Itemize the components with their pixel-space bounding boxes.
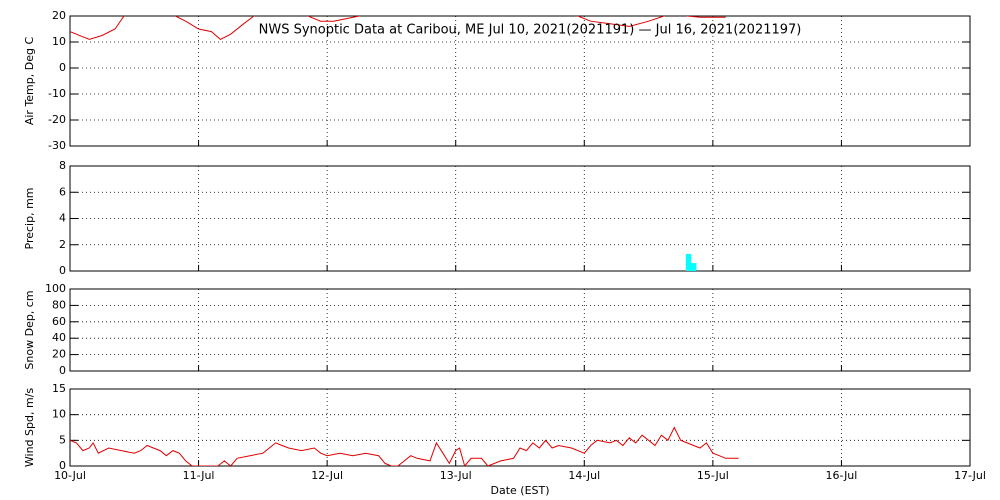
y-axis-label: Precip, mm (23, 188, 36, 250)
y-tick-label: -10 (48, 87, 66, 100)
y-tick-label: 0 (59, 459, 66, 472)
plot-frame (69, 288, 971, 372)
data-line (70, 426, 739, 466)
x-tick-label: 10-Jul (54, 469, 86, 482)
y-tick-label: 8 (59, 159, 66, 172)
x-tick-label: 11-Jul (183, 469, 215, 482)
bar (691, 263, 697, 271)
y-tick-label: 20 (52, 9, 66, 22)
y-tick-label: -30 (48, 139, 66, 152)
y-tick-label: 15 (52, 382, 66, 395)
x-tick-label: 13-Jul (440, 469, 472, 482)
y-tick-label: 10 (52, 408, 66, 421)
bar (685, 253, 692, 271)
y-tick-label: 10 (52, 35, 66, 48)
y-axis-label: Snow Dep, cm (23, 290, 36, 369)
y-tick-label: 100 (45, 282, 66, 295)
x-axis-label: Date (EST) (490, 484, 549, 497)
y-tick-label: 40 (52, 331, 66, 344)
x-tick-label: 15-Jul (697, 469, 729, 482)
plot-frame (69, 15, 971, 147)
data-line (70, 16, 726, 40)
x-tick-label: 14-Jul (568, 469, 600, 482)
chart-title: NWS Synoptic Data at Caribou, ME Jul 10,… (259, 23, 802, 38)
y-tick-label: 60 (52, 315, 66, 328)
x-tick-label: 16-Jul (825, 469, 857, 482)
y-tick-label: 2 (59, 238, 66, 251)
y-tick-label: 0 (59, 61, 66, 74)
plot-frame (69, 388, 971, 467)
y-tick-label: 0 (59, 264, 66, 277)
y-tick-label: 80 (52, 298, 66, 311)
y-axis-label: Air Temp, Deg C (23, 37, 36, 126)
y-tick-label: 20 (52, 348, 66, 361)
y-axis-label: Wind Spd, m/s (23, 388, 36, 468)
y-tick-label: 4 (59, 212, 66, 225)
y-tick-label: 0 (59, 364, 66, 377)
x-tick-label: 12-Jul (311, 469, 343, 482)
x-tick-label: 17-Jul (954, 469, 986, 482)
y-tick-label: -20 (48, 113, 66, 126)
plot-frame (69, 165, 971, 272)
y-tick-label: 5 (59, 433, 66, 446)
y-tick-label: 6 (59, 185, 66, 198)
